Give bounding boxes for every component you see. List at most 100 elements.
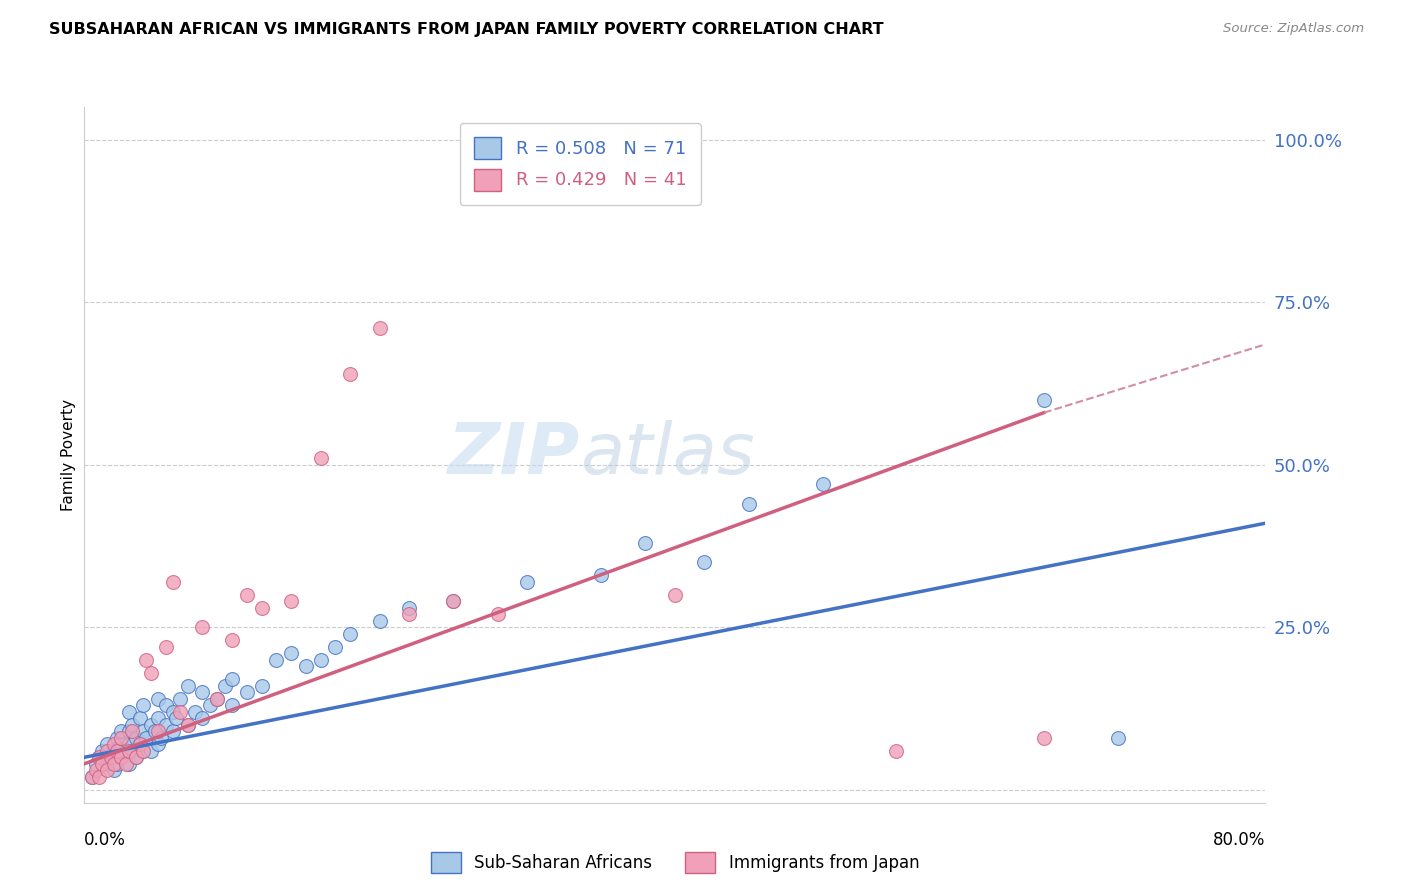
Point	[339, 367, 361, 381]
Point	[155, 718, 177, 732]
Point	[80, 770, 103, 784]
Point	[143, 724, 166, 739]
Point	[309, 451, 332, 466]
Point	[132, 724, 155, 739]
Point	[150, 731, 173, 745]
Point	[205, 691, 228, 706]
Legend: R = 0.508   N = 71, R = 0.429   N = 41: R = 0.508 N = 71, R = 0.429 N = 41	[460, 123, 702, 205]
Point	[103, 764, 125, 778]
Point	[110, 750, 132, 764]
Point	[135, 653, 157, 667]
Point	[84, 764, 107, 778]
Point	[125, 750, 148, 764]
Point	[177, 679, 200, 693]
Point	[103, 756, 125, 771]
Point	[96, 737, 118, 751]
Point	[191, 711, 214, 725]
Point	[100, 750, 122, 764]
Text: ZIP: ZIP	[449, 420, 581, 490]
Point	[368, 321, 391, 335]
Point	[118, 756, 141, 771]
Point	[87, 750, 111, 764]
Point	[398, 607, 420, 622]
Point	[105, 756, 128, 771]
Point	[114, 744, 136, 758]
Point	[162, 705, 184, 719]
Point	[139, 665, 162, 680]
Point	[129, 737, 152, 751]
Point	[811, 477, 834, 491]
Point	[309, 653, 332, 667]
Point	[132, 744, 155, 758]
Point	[264, 653, 288, 667]
Point	[1032, 392, 1054, 407]
Point	[91, 744, 114, 758]
Point	[398, 600, 420, 615]
Point	[1107, 731, 1129, 745]
Point	[214, 679, 236, 693]
Point	[191, 620, 214, 634]
Point	[162, 724, 184, 739]
Point	[118, 744, 141, 758]
Point	[100, 750, 122, 764]
Point	[125, 731, 148, 745]
Point	[886, 744, 908, 758]
Point	[235, 588, 259, 602]
Point	[591, 568, 613, 582]
Point	[486, 607, 509, 622]
Point	[155, 640, 177, 654]
Point	[693, 555, 716, 569]
Point	[96, 744, 118, 758]
Point	[339, 626, 361, 640]
Point	[110, 750, 132, 764]
Point	[323, 640, 347, 654]
Point	[191, 685, 214, 699]
Point	[114, 756, 136, 771]
Point	[80, 770, 103, 784]
Point	[664, 588, 686, 602]
Point	[125, 750, 148, 764]
Point	[135, 731, 157, 745]
Point	[162, 574, 184, 589]
Text: Source: ZipAtlas.com: Source: ZipAtlas.com	[1223, 22, 1364, 36]
Point	[132, 744, 155, 758]
Point	[132, 698, 155, 713]
Point	[110, 724, 132, 739]
Point	[368, 614, 391, 628]
Text: 0.0%: 0.0%	[84, 830, 127, 848]
Point	[738, 497, 761, 511]
Point	[205, 691, 228, 706]
Point	[184, 705, 207, 719]
Point	[148, 724, 170, 739]
Point	[148, 691, 170, 706]
Point	[91, 756, 114, 771]
Point	[121, 744, 143, 758]
Point	[198, 698, 221, 713]
Point	[121, 718, 143, 732]
Text: SUBSAHARAN AFRICAN VS IMMIGRANTS FROM JAPAN FAMILY POVERTY CORRELATION CHART: SUBSAHARAN AFRICAN VS IMMIGRANTS FROM JA…	[49, 22, 884, 37]
Legend: Sub-Saharan Africans, Immigrants from Japan: Sub-Saharan Africans, Immigrants from Ja…	[423, 846, 927, 880]
Point	[139, 744, 162, 758]
Point	[129, 711, 152, 725]
Point	[177, 718, 200, 732]
Point	[634, 535, 657, 549]
Point	[169, 691, 191, 706]
Point	[87, 770, 111, 784]
Point	[250, 600, 273, 615]
Point	[148, 737, 170, 751]
Point	[235, 685, 259, 699]
Point	[441, 594, 464, 608]
Point	[139, 718, 162, 732]
Text: atlas: atlas	[581, 420, 755, 490]
Point	[165, 711, 187, 725]
Point	[280, 594, 302, 608]
Point	[103, 737, 125, 751]
Point	[103, 744, 125, 758]
Point	[118, 705, 141, 719]
Point	[121, 724, 143, 739]
Point	[105, 731, 128, 745]
Point	[96, 764, 118, 778]
Point	[110, 731, 132, 745]
Point	[84, 756, 107, 771]
Point	[280, 646, 302, 660]
